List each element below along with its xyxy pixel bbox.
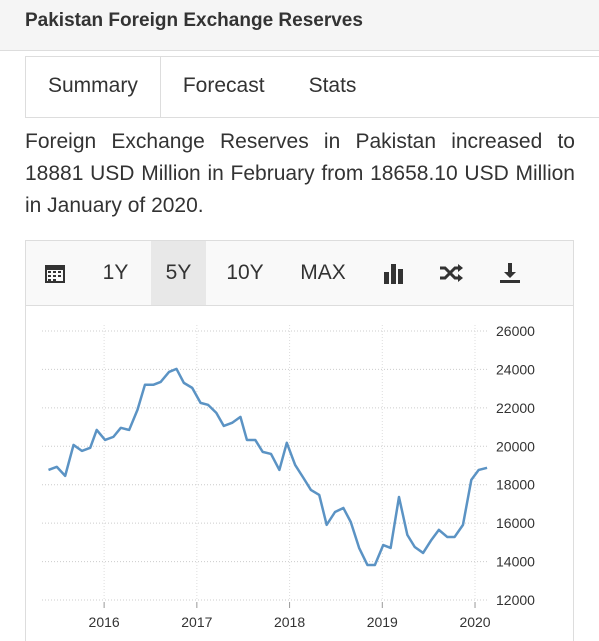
- calendar-icon[interactable]: [44, 262, 66, 284]
- x-tick-label: 2020: [459, 614, 490, 630]
- toolbar: 1Y 5Y 10Y MAX: [26, 241, 573, 306]
- range-button[interactable]: 1Y: [102, 261, 129, 284]
- range-button[interactable]: 10Y: [226, 261, 264, 284]
- download-icon[interactable]: [498, 261, 522, 285]
- chart-box: 1Y 5Y 10Y MAX: [25, 240, 574, 641]
- y-tick-label: 16000: [496, 515, 535, 531]
- range-button[interactable]: MAX: [300, 261, 346, 284]
- x-tick-label: 2018: [274, 614, 305, 630]
- summary-text: Foreign Exchange Reserves in Pakistan in…: [25, 130, 575, 217]
- header: Pakistan Foreign Exchange Reserves: [0, 0, 599, 51]
- y-tick-label: 26000: [496, 323, 535, 339]
- tab[interactable]: Forecast: [182, 74, 265, 97]
- y-tick-label: 12000: [496, 592, 535, 608]
- x-tick-label: 2016: [89, 614, 120, 630]
- page-title: Pakistan Foreign Exchange Reserves: [25, 10, 363, 31]
- y-tick-label: 24000: [496, 361, 535, 377]
- tab[interactable]: Summary: [26, 57, 161, 117]
- shuffle-icon[interactable]: [438, 262, 464, 284]
- y-tick-label: 22000: [496, 400, 535, 416]
- range-button[interactable]: 5Y: [151, 241, 206, 305]
- tabs: Summary Forecast Stats: [25, 56, 599, 118]
- data-line: [48, 367, 488, 567]
- tab[interactable]: Stats: [308, 74, 357, 97]
- bar-icon[interactable]: [382, 262, 406, 284]
- y-tick-label: 14000: [496, 554, 535, 570]
- y-tick-label: 18000: [496, 477, 535, 493]
- x-tick-label: 2019: [367, 614, 398, 630]
- y-tick-label: 20000: [496, 438, 535, 454]
- x-tick-label: 2017: [181, 614, 212, 630]
